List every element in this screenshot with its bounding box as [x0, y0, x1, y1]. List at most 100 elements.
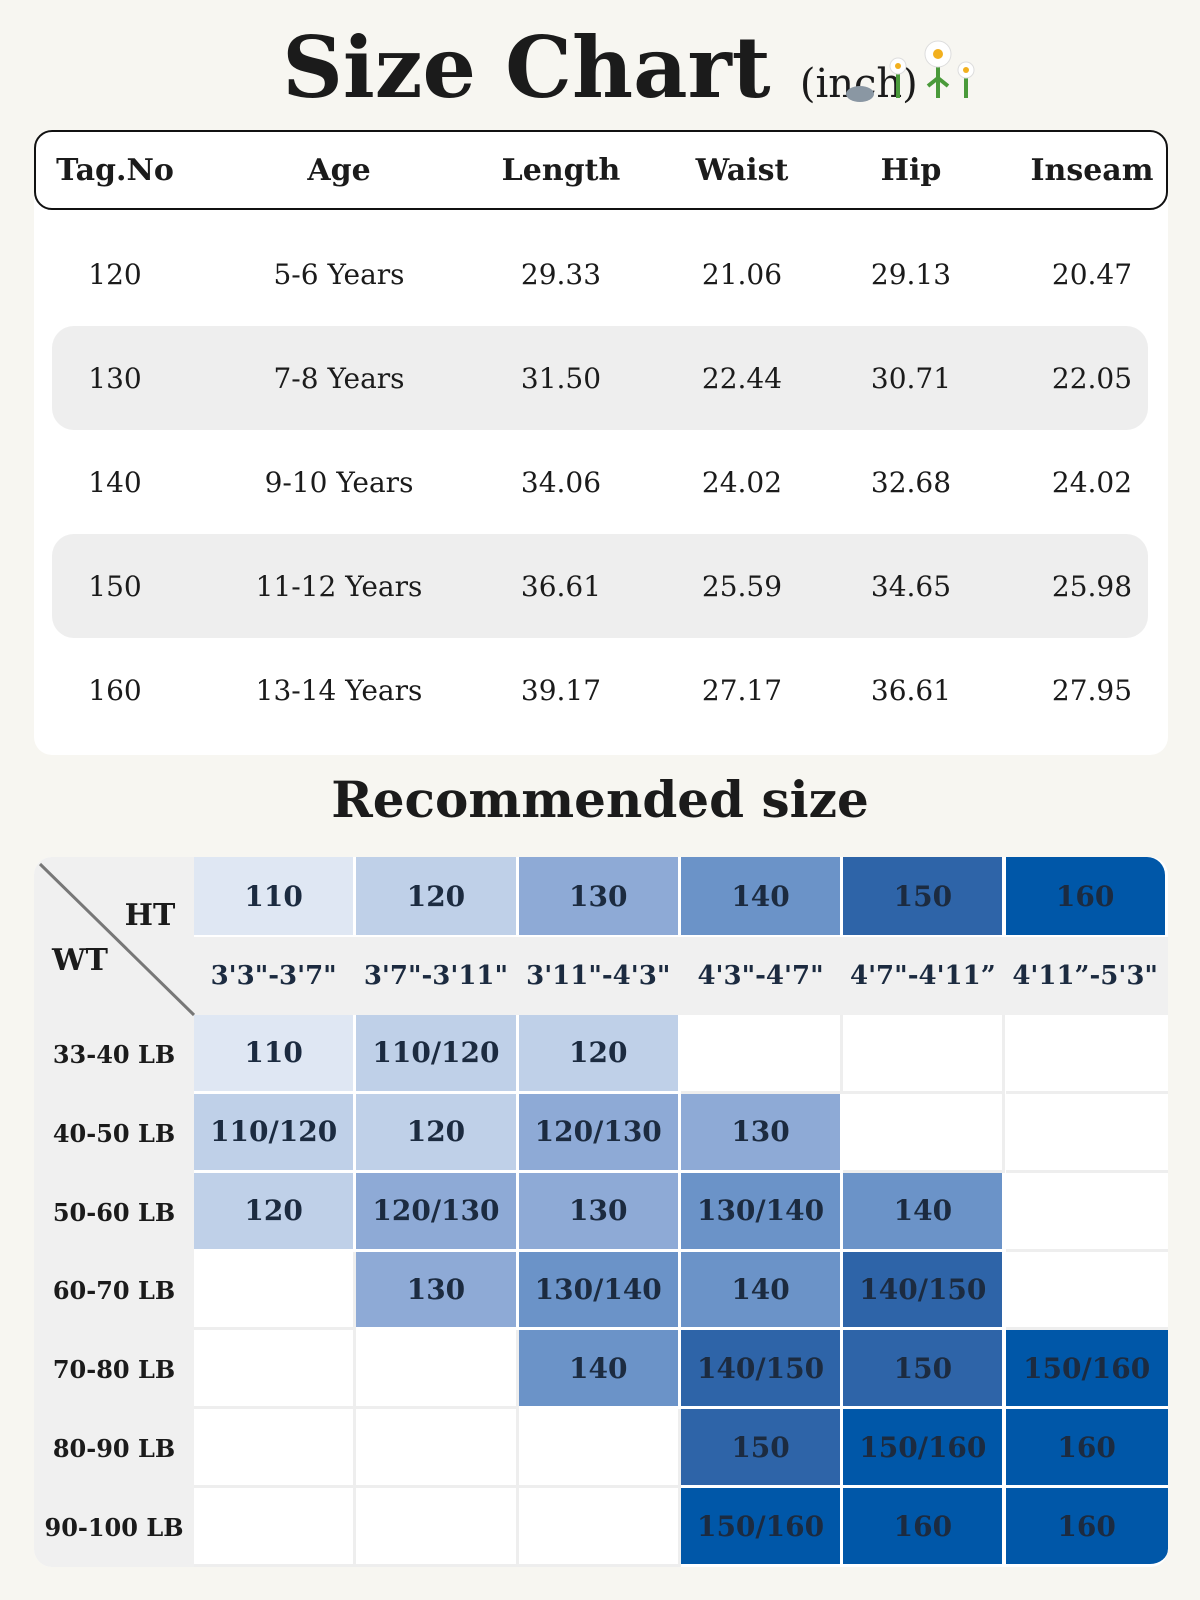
- height-tag: 110: [194, 857, 354, 935]
- table-cell: 11-12 Years: [255, 569, 423, 603]
- empty-cell: [356, 1488, 519, 1567]
- size-cell: 120/130: [356, 1172, 519, 1252]
- size-cell: 130: [356, 1251, 519, 1331]
- table-cell: 36.61: [870, 673, 952, 707]
- table-cell: 9-10 Years: [264, 465, 414, 499]
- size-cell: 120: [518, 1015, 681, 1094]
- height-range: 4'11”-5'3": [1012, 961, 1158, 991]
- table-cell: 25.59: [701, 569, 783, 603]
- empty-cell: [1005, 1173, 1168, 1252]
- weight-column-bg: [34, 857, 194, 1567]
- table-cell: 32.68: [870, 465, 952, 499]
- size-cell: 130/140: [680, 1172, 844, 1252]
- table-header-box: [34, 130, 1168, 210]
- row-stripe: [52, 534, 1148, 638]
- ht-label: HT: [124, 897, 176, 933]
- table-cell: 29.33: [520, 257, 602, 291]
- title-text: Size Chart: [282, 18, 771, 117]
- table-cell: 39.17: [520, 673, 602, 707]
- table-cell: 13-14 Years: [255, 673, 423, 707]
- table-cell: 7-8 Years: [273, 361, 405, 395]
- row-stripe: [52, 326, 1148, 430]
- empty-cell: [1005, 1015, 1168, 1094]
- size-cell: 150/160: [680, 1488, 844, 1567]
- size-cell: 140: [843, 1172, 1006, 1252]
- size-cell: 130/140: [518, 1251, 681, 1331]
- table-cell: 21.06: [701, 257, 783, 291]
- table-cell: 150: [88, 569, 142, 603]
- flower-decoration: [846, 40, 975, 102]
- table-cell: 27.95: [1051, 673, 1133, 707]
- size-cell: 150/160: [843, 1409, 1006, 1489]
- size-cell: 160: [843, 1488, 1006, 1567]
- size-cell: 140/150: [680, 1330, 844, 1410]
- size-cell: 120: [356, 1093, 519, 1173]
- empty-cell: [1005, 1094, 1168, 1173]
- size-cell: 150/160: [1005, 1330, 1168, 1410]
- height-range: 4'7"-4'11”: [850, 961, 996, 991]
- table-cell: 29.13: [870, 257, 952, 291]
- table-cell: 24.02: [1051, 465, 1133, 499]
- table-cell: 24.02: [701, 465, 783, 499]
- wt-label: WT: [51, 942, 108, 978]
- empty-cell: [356, 1330, 519, 1410]
- size-cell: 110/120: [194, 1093, 357, 1173]
- size-cell: 110/120: [356, 1015, 519, 1094]
- column-header: Hip: [880, 152, 942, 188]
- size-cell: 150: [843, 1330, 1006, 1410]
- empty-cell: [843, 1015, 1006, 1094]
- table-card: [34, 130, 1168, 755]
- size-cell: 150: [680, 1409, 844, 1489]
- table-cell: 140: [88, 465, 142, 499]
- height-tag: 160: [1005, 857, 1165, 935]
- weight-label: 50-60 LB: [52, 1197, 176, 1227]
- height-range: 3'3"-3'7": [210, 961, 337, 991]
- table-cell: 160: [88, 673, 142, 707]
- table-cell: 34.06: [520, 465, 602, 499]
- recommended-title: Recommended size: [331, 770, 869, 829]
- table-cell: 20.47: [1051, 257, 1133, 291]
- empty-cell: [356, 1409, 519, 1489]
- size-cell: 120: [194, 1172, 357, 1252]
- table-cell: 36.61: [520, 569, 602, 603]
- column-header: Tag.No: [56, 152, 174, 188]
- size-cell: 120/130: [518, 1093, 681, 1173]
- size-cell: 160: [1005, 1409, 1168, 1489]
- size-cell: 130: [680, 1093, 844, 1173]
- table-cell: 27.17: [701, 673, 783, 707]
- size-cell: 140: [680, 1251, 844, 1331]
- table-cell: 120: [88, 257, 142, 291]
- height-tag: 150: [843, 857, 1003, 935]
- weight-label: 80-90 LB: [52, 1434, 176, 1464]
- empty-cell: [518, 1488, 681, 1567]
- table-cell: 130: [88, 361, 142, 395]
- height-tag: 140: [680, 857, 841, 935]
- empty-cell: [518, 1409, 681, 1489]
- height-tag: 120: [356, 857, 516, 935]
- height-range-bg: [194, 937, 1168, 1015]
- table-cell: 22.05: [1051, 361, 1133, 395]
- table-cell: 22.44: [701, 361, 783, 395]
- column-header: Age: [307, 152, 371, 188]
- size-cell: 140: [518, 1330, 681, 1410]
- height-range: 3'7"-3'11": [363, 961, 509, 991]
- table-cell: 34.65: [870, 569, 952, 603]
- weight-label: 90-100 LB: [44, 1513, 184, 1543]
- empty-cell: [194, 1409, 357, 1489]
- size-cell: 140/150: [843, 1251, 1006, 1331]
- empty-cell: [194, 1330, 357, 1410]
- height-range: 4'3"-4'7": [697, 961, 824, 991]
- size-cell: 130: [518, 1172, 681, 1252]
- table-cell: 5-6 Years: [273, 257, 405, 291]
- empty-cell: [680, 1015, 844, 1094]
- table-cell: 30.71: [870, 361, 952, 395]
- table-cell: 31.50: [520, 361, 602, 395]
- empty-cell: [194, 1488, 357, 1567]
- height-range: 3'11"-4'3": [526, 961, 671, 991]
- height-tag: 130: [518, 857, 678, 935]
- column-header: Waist: [695, 152, 789, 188]
- size-cell: 110: [194, 1015, 357, 1094]
- weight-label: 60-70 LB: [52, 1276, 176, 1306]
